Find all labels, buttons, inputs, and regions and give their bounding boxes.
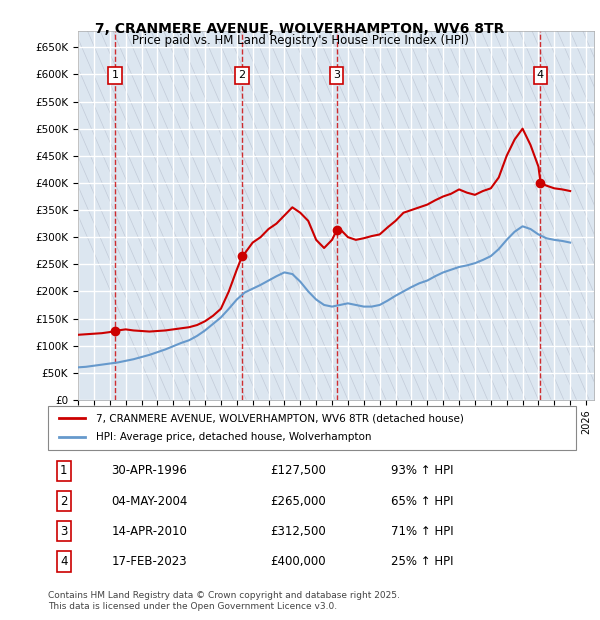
Text: Price paid vs. HM Land Registry's House Price Index (HPI): Price paid vs. HM Land Registry's House … xyxy=(131,34,469,47)
Text: 1: 1 xyxy=(60,464,68,477)
Text: 17-FEB-2023: 17-FEB-2023 xyxy=(112,555,187,568)
Text: £265,000: £265,000 xyxy=(270,495,326,508)
Text: 4: 4 xyxy=(537,70,544,80)
Text: 7, CRANMERE AVENUE, WOLVERHAMPTON, WV6 8TR: 7, CRANMERE AVENUE, WOLVERHAMPTON, WV6 8… xyxy=(95,22,505,36)
Text: 71% ↑ HPI: 71% ↑ HPI xyxy=(391,525,454,538)
FancyBboxPatch shape xyxy=(48,406,576,450)
Text: £127,500: £127,500 xyxy=(270,464,326,477)
Text: 04-MAY-2004: 04-MAY-2004 xyxy=(112,495,188,508)
Text: 7, CRANMERE AVENUE, WOLVERHAMPTON, WV6 8TR (detached house): 7, CRANMERE AVENUE, WOLVERHAMPTON, WV6 8… xyxy=(95,414,463,423)
Text: £400,000: £400,000 xyxy=(270,555,325,568)
Text: 2: 2 xyxy=(239,70,246,80)
Text: 4: 4 xyxy=(60,555,68,568)
Text: 30-APR-1996: 30-APR-1996 xyxy=(112,464,187,477)
Text: 3: 3 xyxy=(60,525,68,538)
Text: Contains HM Land Registry data © Crown copyright and database right 2025.
This d: Contains HM Land Registry data © Crown c… xyxy=(48,591,400,611)
Text: 65% ↑ HPI: 65% ↑ HPI xyxy=(391,495,454,508)
Text: 3: 3 xyxy=(333,70,340,80)
Text: 14-APR-2010: 14-APR-2010 xyxy=(112,525,187,538)
Text: 93% ↑ HPI: 93% ↑ HPI xyxy=(391,464,454,477)
Text: 2: 2 xyxy=(60,495,68,508)
Text: 25% ↑ HPI: 25% ↑ HPI xyxy=(391,555,454,568)
Text: HPI: Average price, detached house, Wolverhampton: HPI: Average price, detached house, Wolv… xyxy=(95,432,371,442)
Text: 1: 1 xyxy=(112,70,118,80)
Text: £312,500: £312,500 xyxy=(270,525,326,538)
